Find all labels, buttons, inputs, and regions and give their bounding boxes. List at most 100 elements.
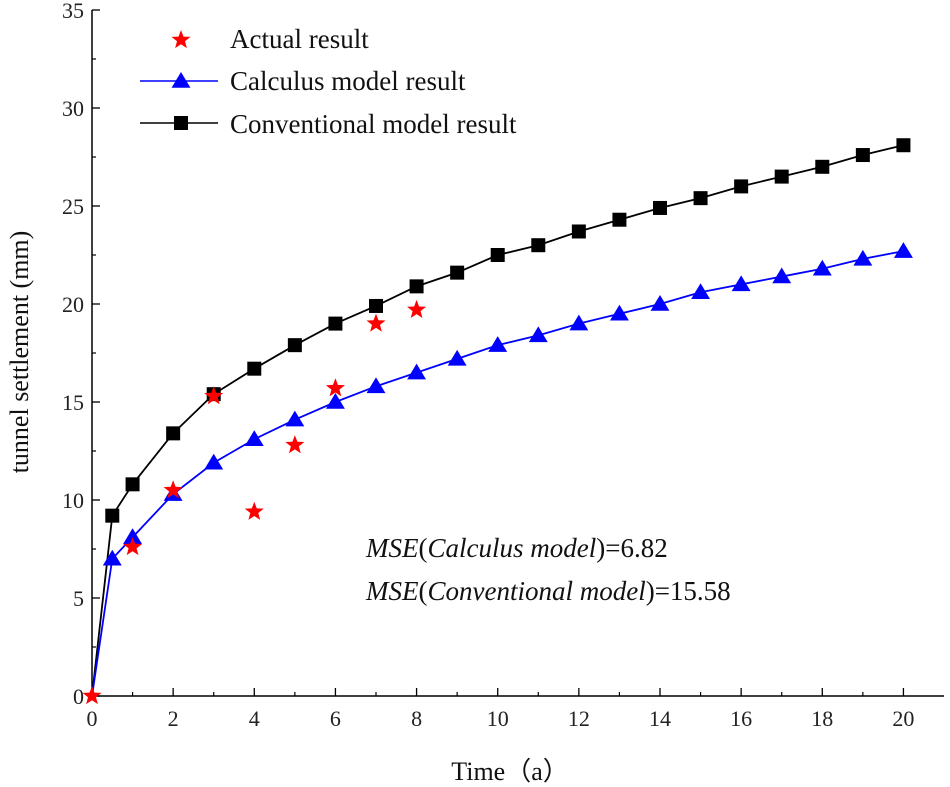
- data-point: [490, 248, 505, 262]
- y-axis-ticks: 0 5 10 15 20 25 30 35: [62, 0, 100, 709]
- data-point: [369, 298, 383, 313]
- legend-label-calculus: Calculus model result: [230, 66, 466, 96]
- data-point: [247, 361, 262, 376]
- x-tick-label: 6: [330, 706, 341, 731]
- data-point: [285, 435, 305, 454]
- data-point: [815, 159, 830, 174]
- data-point: [123, 537, 143, 556]
- data-point: [366, 313, 386, 332]
- data-point: [125, 477, 140, 492]
- x-tick-label: 2: [168, 706, 179, 731]
- data-point: [609, 304, 629, 321]
- x-tick-label: 20: [892, 706, 914, 731]
- data-point: [285, 410, 305, 427]
- series-square: [91, 138, 911, 697]
- series-line: [91, 144, 904, 697]
- data-point: [731, 275, 751, 292]
- legend-marker-triangle: [171, 72, 191, 88]
- data-point: [569, 314, 589, 331]
- legend-symbol: [174, 116, 188, 130]
- y-tick-label: 15: [62, 390, 84, 415]
- x-axis-ticks: 0 2 4 6 8 10 12 14 16 18 20: [87, 688, 914, 731]
- data-point: [447, 349, 467, 366]
- data-point: [691, 283, 711, 299]
- mse-model-name: Calculus model: [427, 533, 596, 563]
- y-tick-label: 25: [62, 194, 84, 219]
- mse-value: =6.82: [605, 533, 667, 563]
- legend: Actual result Calculus model result Conv…: [140, 24, 517, 139]
- data-point: [812, 259, 832, 276]
- data-point: [531, 238, 546, 253]
- legend-label-actual: Actual result: [230, 24, 369, 54]
- x-tick-label: 10: [487, 706, 509, 731]
- data-point: [204, 386, 224, 405]
- paren-close: ): [596, 533, 605, 563]
- legend-symbol: [171, 30, 191, 49]
- series-layer: [82, 138, 913, 705]
- legend-item-actual: Actual result: [171, 24, 369, 54]
- legend-marker-square: [174, 116, 188, 130]
- data-point: [244, 501, 264, 520]
- data-point: [328, 316, 343, 331]
- data-point: [287, 338, 302, 353]
- y-tick-label: 20: [62, 292, 84, 317]
- data-point: [102, 549, 122, 566]
- y-tick-label: 10: [62, 488, 84, 513]
- series-line: [91, 250, 904, 697]
- legend-marker-star: [171, 30, 191, 49]
- data-point: [166, 426, 181, 441]
- x-axis-title: Time（a）: [451, 757, 569, 786]
- data-point: [244, 430, 264, 446]
- paren-open: (: [418, 533, 427, 563]
- data-point: [772, 267, 792, 284]
- data-point: [853, 249, 873, 266]
- y-tick-label: 0: [73, 684, 84, 709]
- data-point: [325, 393, 345, 409]
- data-point: [450, 265, 465, 280]
- legend-symbol: [171, 72, 191, 88]
- data-point: [896, 138, 911, 153]
- y-axis-title: tunnel settlement (mm): [5, 231, 34, 474]
- y-tick-label: 35: [62, 0, 84, 23]
- series-star: [82, 299, 427, 705]
- y-tick-label: 5: [73, 586, 84, 611]
- data-point: [734, 179, 749, 194]
- paren-close: ): [646, 576, 655, 606]
- mse-annotation-calculus: MSE(Calculus model)=6.82: [365, 533, 668, 563]
- data-point: [163, 480, 183, 499]
- series-triangle: [91, 242, 913, 697]
- y-tick-label: 30: [62, 96, 84, 121]
- mse-annotation-conventional: MSE(Conventional model)=15.58: [365, 576, 731, 606]
- x-tick-label: 12: [568, 706, 590, 731]
- data-point: [693, 191, 708, 206]
- legend-label-conventional: Conventional model result: [230, 109, 517, 139]
- data-point: [650, 295, 670, 311]
- data-point: [409, 279, 424, 294]
- mse-label: MSE: [365, 533, 419, 563]
- data-point: [528, 326, 548, 343]
- data-point: [855, 148, 870, 163]
- data-point: [774, 169, 789, 184]
- mse-model-name: Conventional model: [427, 576, 645, 606]
- data-point: [407, 299, 427, 318]
- data-point: [488, 336, 508, 352]
- data-point: [82, 686, 102, 705]
- data-point: [123, 528, 143, 544]
- x-tick-label: 16: [730, 706, 752, 731]
- data-point: [105, 508, 120, 523]
- legend-item-calculus: Calculus model result: [140, 66, 466, 96]
- data-point: [571, 224, 586, 239]
- x-tick-label: 4: [249, 706, 260, 731]
- data-point: [407, 363, 427, 380]
- data-point: [653, 200, 667, 215]
- x-tick-label: 14: [649, 706, 671, 731]
- mse-annotations: MSE(Calculus model)=6.82 MSE(Conventiona…: [365, 533, 731, 606]
- data-point: [612, 212, 627, 227]
- legend-item-conventional: Conventional model result: [140, 109, 517, 139]
- x-tick-label: 8: [411, 706, 422, 731]
- data-point: [893, 242, 913, 258]
- mse-value: =15.58: [655, 576, 731, 606]
- mse-label: MSE: [365, 576, 419, 606]
- data-point: [325, 378, 345, 397]
